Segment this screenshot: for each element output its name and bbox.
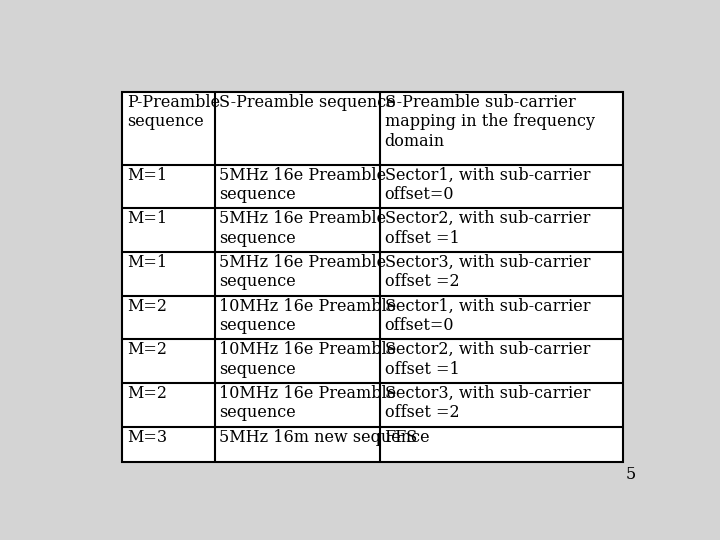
Text: Sector1, with sub-carrier
offset=0: Sector1, with sub-carrier offset=0 [384, 166, 590, 203]
Text: 10MHz 16e Preamble
sequence: 10MHz 16e Preamble sequence [220, 298, 397, 334]
Text: 5: 5 [626, 466, 636, 483]
Text: 5MHz 16e Preamble
sequence: 5MHz 16e Preamble sequence [220, 254, 387, 291]
Text: Sector2, with sub-carrier
offset =1: Sector2, with sub-carrier offset =1 [384, 341, 590, 378]
Text: 5MHz 16e Preamble
sequence: 5MHz 16e Preamble sequence [220, 210, 387, 247]
Text: M=2: M=2 [127, 298, 167, 314]
Text: M=2: M=2 [127, 341, 167, 358]
Text: 5MHz 16e Preamble
sequence: 5MHz 16e Preamble sequence [220, 166, 387, 203]
Text: Sector1, with sub-carrier
offset=0: Sector1, with sub-carrier offset=0 [384, 298, 590, 334]
Text: P-Preamble
sequence: P-Preamble sequence [127, 94, 220, 130]
Text: 5MHz 16m new sequence: 5MHz 16m new sequence [220, 429, 430, 446]
Text: M=2: M=2 [127, 385, 167, 402]
Bar [122, 92, 623, 462]
Text: M=1: M=1 [127, 210, 167, 227]
Text: 10MHz 16e Preamble
sequence: 10MHz 16e Preamble sequence [220, 385, 397, 421]
Text: Sector3, with sub-carrier
offset =2: Sector3, with sub-carrier offset =2 [384, 254, 590, 291]
Text: Sector2, with sub-carrier
offset =1: Sector2, with sub-carrier offset =1 [384, 210, 590, 247]
Text: Sector3, with sub-carrier
offset =2: Sector3, with sub-carrier offset =2 [384, 385, 590, 421]
Text: FFS: FFS [384, 429, 418, 446]
Text: 10MHz 16e Preamble
sequence: 10MHz 16e Preamble sequence [220, 341, 397, 378]
Text: M=3: M=3 [127, 429, 167, 446]
Bar [122, 92, 623, 462]
Text: S-Preamble sequence: S-Preamble sequence [220, 94, 396, 111]
Text: M=1: M=1 [127, 254, 167, 271]
Text: S-Preamble sub-carrier
mapping in the frequency
domain: S-Preamble sub-carrier mapping in the fr… [384, 94, 595, 150]
Text: M=1: M=1 [127, 166, 167, 184]
